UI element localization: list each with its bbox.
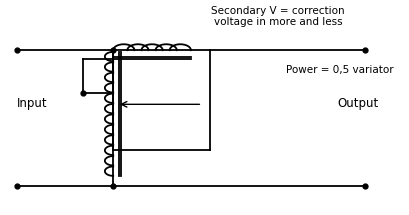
Text: Output: Output [336,97,378,110]
Text: Secondary V = correction
voltage in more and less: Secondary V = correction voltage in more… [211,6,344,27]
Text: Power = 0,5 variator: Power = 0,5 variator [285,65,392,75]
Text: Input: Input [16,97,47,110]
